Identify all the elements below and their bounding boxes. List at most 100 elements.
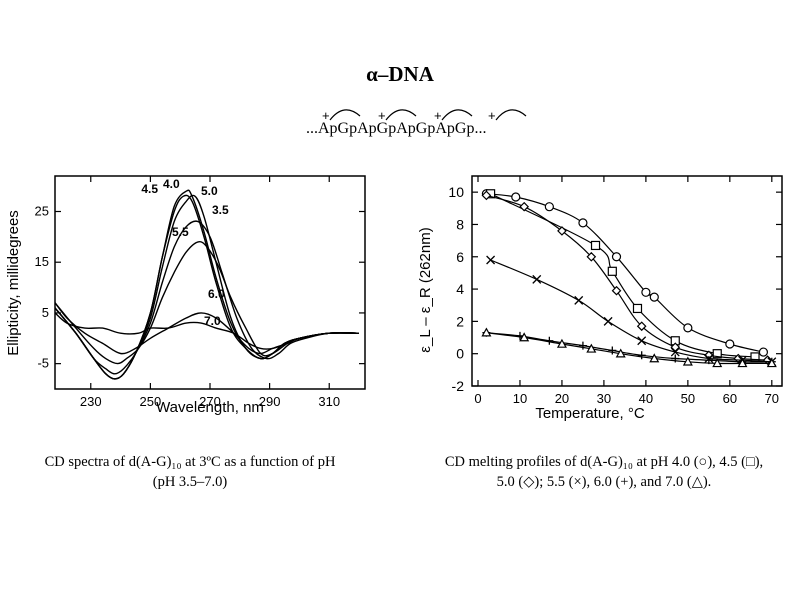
y-tick-label: 4 (456, 281, 464, 297)
data-point-circle (511, 192, 521, 202)
x-tick-label: 250 (140, 394, 162, 409)
series-line-ph-4.0 (54, 189, 360, 380)
sequence-diagram: + + + + ...ApGpApGpApGpApGp... (300, 96, 540, 146)
sequence-arcs: + + + + (322, 108, 527, 123)
y-axis-title: Ellipticity, millidegrees (5, 210, 22, 356)
data-point-square (607, 266, 617, 276)
plot-frame (54, 175, 366, 390)
data-point-triangle (519, 332, 530, 342)
sequence-arc (441, 109, 473, 121)
curve-label-ph-5.5: 5.5 (172, 225, 189, 239)
cd-melting-chart: 0 10 20 30 40 50 60 70 -2 0 2 4 6 8 10 Temperature, °C… (417, 175, 783, 422)
series-line-ph-7.0 (54, 312, 360, 350)
y-tick-label: 8 (456, 216, 464, 232)
sequence-arc (385, 109, 417, 121)
data-point-circle (544, 202, 554, 212)
x-axis-title: Wavelength, nm (156, 399, 264, 416)
curve-label-ph-4.5: 4.5 (141, 182, 158, 196)
data-point-diamond (611, 285, 622, 296)
data-point-diamond (481, 190, 492, 201)
x-axis-title: Temperature, °C (535, 405, 645, 422)
data-point-circle (649, 292, 659, 302)
caption-line: (pH 3.5–7.0) (152, 474, 228, 490)
y-tick-label: 5 (42, 305, 49, 320)
plus-sign: + (488, 108, 496, 123)
data-point-triangle (737, 358, 748, 368)
curve-label-ph-5.0: 5.0 (201, 184, 218, 198)
y-tick-label: 10 (448, 184, 464, 200)
x-tick-label: 310 (318, 394, 340, 409)
data-point-diamond (636, 321, 647, 332)
curve-label-ph-6.0: 6.0 (208, 287, 225, 301)
data-point-x (637, 336, 647, 346)
cd-spectra-chart: 230 250 270 290 310 -5 5 15 25 4.0 4.5 5.0 3.5 5.5 6.… (5, 175, 366, 416)
data-point-square (632, 303, 643, 314)
series-line-pH-4-5 (490, 193, 756, 358)
series-line-pH-7-0 (486, 332, 772, 365)
data-point-triangle (766, 358, 777, 368)
series-line-ph-3.5 (54, 220, 360, 375)
data-point-triangle (682, 356, 693, 366)
series-line-ph-5.5 (54, 241, 360, 365)
plus-sign: + (434, 108, 442, 123)
caption-line: CD spectra of d(A-G)₁₀ at 3ºC as a funct… (44, 454, 336, 470)
series-line-pH-4-0 (486, 193, 764, 353)
caption-right: CD melting profiles of d(A-G)₁₀ at pH 4.… (408, 452, 800, 492)
series-line-ph-5.0 (54, 194, 360, 380)
data-point-x (574, 295, 584, 305)
curve-label-ph-4.0: 4.0 (163, 177, 180, 191)
y-tick-label: 2 (456, 313, 464, 329)
data-point-x (532, 274, 542, 284)
caption-line: 5.0 (◇); 5.5 (×), 6.0 (+), and 7.0 (△). (496, 474, 712, 490)
x-tick-label: 50 (681, 391, 695, 406)
sequence-arc (495, 109, 527, 121)
data-point-triangle (481, 327, 492, 337)
data-point-circle (725, 339, 735, 349)
x-tick-label: 0 (474, 391, 481, 406)
sequence-arc (329, 109, 361, 121)
y-tick-label: -5 (37, 356, 49, 371)
data-point-plus (578, 341, 587, 350)
y-tick-label: 25 (35, 204, 49, 219)
y-tick-label: 0 (456, 346, 464, 362)
curve-label-ph-3.5: 3.5 (212, 203, 229, 217)
x-tick-label: 20 (555, 391, 569, 406)
x-tick-label: 230 (80, 394, 102, 409)
data-point-triangle (649, 353, 660, 363)
data-point-circle (641, 287, 651, 297)
data-point-square (712, 349, 722, 359)
data-point-x (486, 255, 496, 265)
y-tick-label: -2 (452, 378, 465, 394)
series-line-pH-5-0 (486, 194, 768, 361)
data-point-plus (608, 346, 617, 355)
series-line-ph-4.5 (54, 194, 360, 380)
plus-sign: + (322, 108, 330, 123)
data-point-diamond (557, 226, 567, 236)
y-axis-title-text: ε_L – ε_R (262nm) (417, 227, 434, 352)
data-point-circle (611, 252, 622, 262)
page-title: α–DNA (366, 62, 434, 86)
series-line-pH-6-0 (486, 332, 772, 363)
data-point-plus (637, 351, 646, 360)
sequence-text: ...ApGpApGpApGpApGp... (306, 120, 487, 137)
data-point-triangle (615, 348, 626, 358)
y-axis-title: ε_L – ε_R (262nm) (417, 227, 434, 352)
curve-label-ph-7.0: 7.0 (204, 314, 221, 328)
caption-line: CD melting profiles of d(A-G)₁₀ at pH 4.… (444, 454, 764, 470)
data-point-circle (683, 323, 693, 333)
data-point-diamond (586, 251, 597, 262)
x-tick-label: 40 (639, 391, 653, 406)
data-point-triangle (712, 358, 723, 368)
data-point-diamond (519, 201, 530, 212)
x-tick-label: 70 (765, 391, 779, 406)
data-point-circle (758, 347, 769, 357)
data-point-x (670, 347, 680, 357)
plot-frame (471, 175, 783, 387)
data-point-circle (578, 218, 588, 228)
data-point-x (603, 316, 613, 326)
x-tick-label: 290 (259, 394, 281, 409)
y-tick-label: 15 (35, 254, 49, 269)
x-tick-label: 270 (199, 394, 221, 409)
data-point-triangle (586, 343, 597, 353)
x-tick-label: 10 (513, 391, 527, 406)
